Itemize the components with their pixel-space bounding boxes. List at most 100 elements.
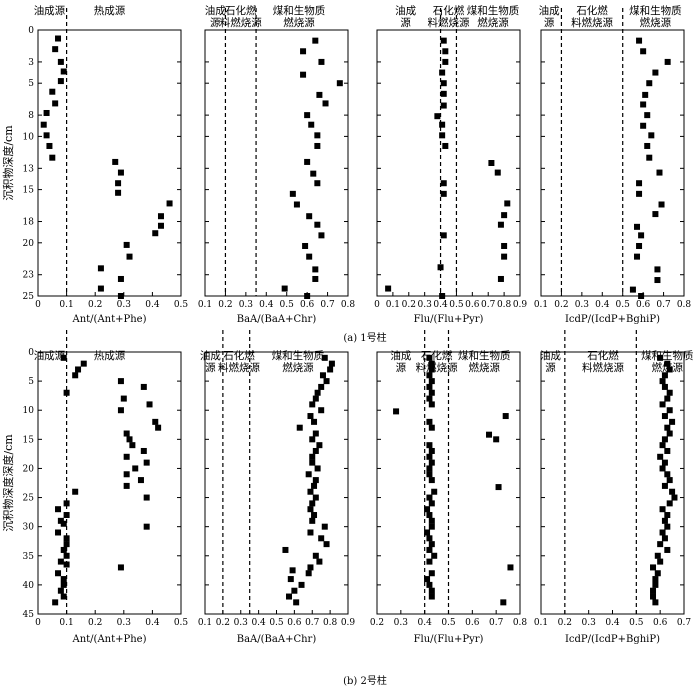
x-tick-label: 0.1 [386, 300, 400, 310]
data-point [117, 275, 124, 282]
x-tick-label: 0.1 [198, 300, 212, 310]
source-region-label: 石化燃料燃烧源 [428, 4, 470, 29]
data-point [307, 413, 314, 420]
data-point [638, 293, 645, 299]
data-point [314, 465, 321, 472]
data-point [428, 523, 435, 530]
data-point [312, 477, 319, 484]
data-point [157, 222, 164, 229]
panel-b3: 0.2 0.3 0.4 0.5 0.6 0.7 0.8Flu/(Flu+Pyr)油成源石化燃… [370, 330, 527, 645]
source-region-line: 石化燃 [587, 349, 619, 362]
x-tick-label: 0.6 [636, 300, 651, 310]
data-point [428, 517, 435, 524]
data-point [52, 46, 59, 53]
data-point [318, 383, 325, 390]
data-point [442, 58, 449, 65]
x-tick-label: 0.1 [59, 300, 73, 310]
source-region-label: 热成源 [94, 349, 126, 362]
source-region-label: 煤和生物质燃烧源 [467, 4, 520, 29]
panel-frame [376, 29, 521, 297]
data-point [648, 132, 655, 139]
data-point [440, 37, 447, 44]
source-region-line: 源 [544, 16, 555, 29]
data-point [666, 430, 673, 437]
data-point [60, 593, 67, 600]
source-region-line: 源 [396, 361, 407, 374]
source-region-line: 石化燃 [225, 4, 257, 17]
y-tick-label: 5 [28, 377, 34, 387]
data-point [49, 154, 56, 161]
data-point [152, 418, 159, 425]
x-tick-label: 0.4 [418, 618, 433, 628]
data-point [309, 453, 316, 460]
data-point [311, 482, 318, 489]
data-point [426, 512, 433, 519]
y-tick-label: 23 [23, 271, 35, 281]
data-point [661, 383, 668, 390]
x-tick-label: 0.6 [465, 300, 480, 310]
data-point [661, 517, 668, 524]
data-point [321, 523, 328, 530]
source-region-line: 油成 [539, 4, 560, 17]
source-region-line: 油成 [390, 349, 411, 362]
data-point [664, 395, 671, 402]
data-point [657, 453, 664, 460]
data-point [644, 142, 651, 149]
data-point [426, 465, 433, 472]
data-point [428, 366, 435, 373]
y-axis-label: 沉积物深度深度/cm [1, 434, 15, 532]
x-tick-label: 0.4 [433, 300, 448, 310]
x-tick-label: 0.1 [534, 618, 548, 628]
data-point [666, 366, 673, 373]
x-axis-label: Flu/(Flu+Pyr) [414, 634, 484, 645]
data-point [312, 395, 319, 402]
data-point [661, 436, 668, 443]
data-point [287, 576, 294, 583]
data-point [393, 408, 400, 415]
source-region-line: 石化燃 [576, 4, 608, 17]
data-point [312, 430, 319, 437]
data-point [426, 494, 433, 501]
source-region-label: 油成源 [205, 4, 226, 29]
data-point [646, 80, 653, 87]
data-point [428, 541, 435, 548]
data-point [629, 286, 636, 293]
x-tick-label: 0.2 [558, 618, 572, 628]
data-point [291, 587, 298, 594]
data-point [140, 383, 147, 390]
data-point [652, 599, 659, 606]
data-point [642, 91, 649, 98]
y-tick-label: 30 [23, 523, 35, 533]
data-point [311, 512, 318, 519]
data-point [634, 253, 641, 260]
data-point [314, 132, 321, 139]
data-point [307, 506, 314, 513]
y-tick-label: 3 [28, 58, 34, 68]
y-tick-label: 15 [23, 435, 35, 445]
panel-b4: 0.1 0.2 0.3 0.4 0.5 0.6 0.7 IcdP/(IcdP+BghiP) 油成… [534, 330, 694, 645]
x-tick-label: 0.2 [216, 618, 230, 628]
y-tick-label: 18 [23, 218, 35, 228]
x-axis-label: Ant/(Ant+Phe) [72, 314, 147, 325]
source-region-line: 热成源 [94, 349, 126, 362]
data-point [46, 142, 53, 149]
data-point [304, 112, 311, 119]
data-point [57, 78, 64, 85]
data-point [316, 442, 323, 449]
data-point [321, 354, 328, 361]
caption-a: (a) 1号柱 [343, 331, 386, 344]
data-point [658, 201, 665, 208]
data-point [307, 529, 314, 536]
data-point [428, 593, 435, 600]
source-region-line: 煤和生物质 [272, 349, 325, 362]
data-point [428, 477, 435, 484]
y-tick-label: 13 [23, 164, 35, 174]
data-point [428, 360, 435, 367]
x-tick-label: 0.5 [174, 300, 189, 310]
data-point [664, 424, 671, 431]
data-point [664, 546, 671, 553]
data-point [439, 69, 446, 76]
y-tick-label: 20 [23, 239, 35, 249]
data-point [440, 190, 447, 197]
